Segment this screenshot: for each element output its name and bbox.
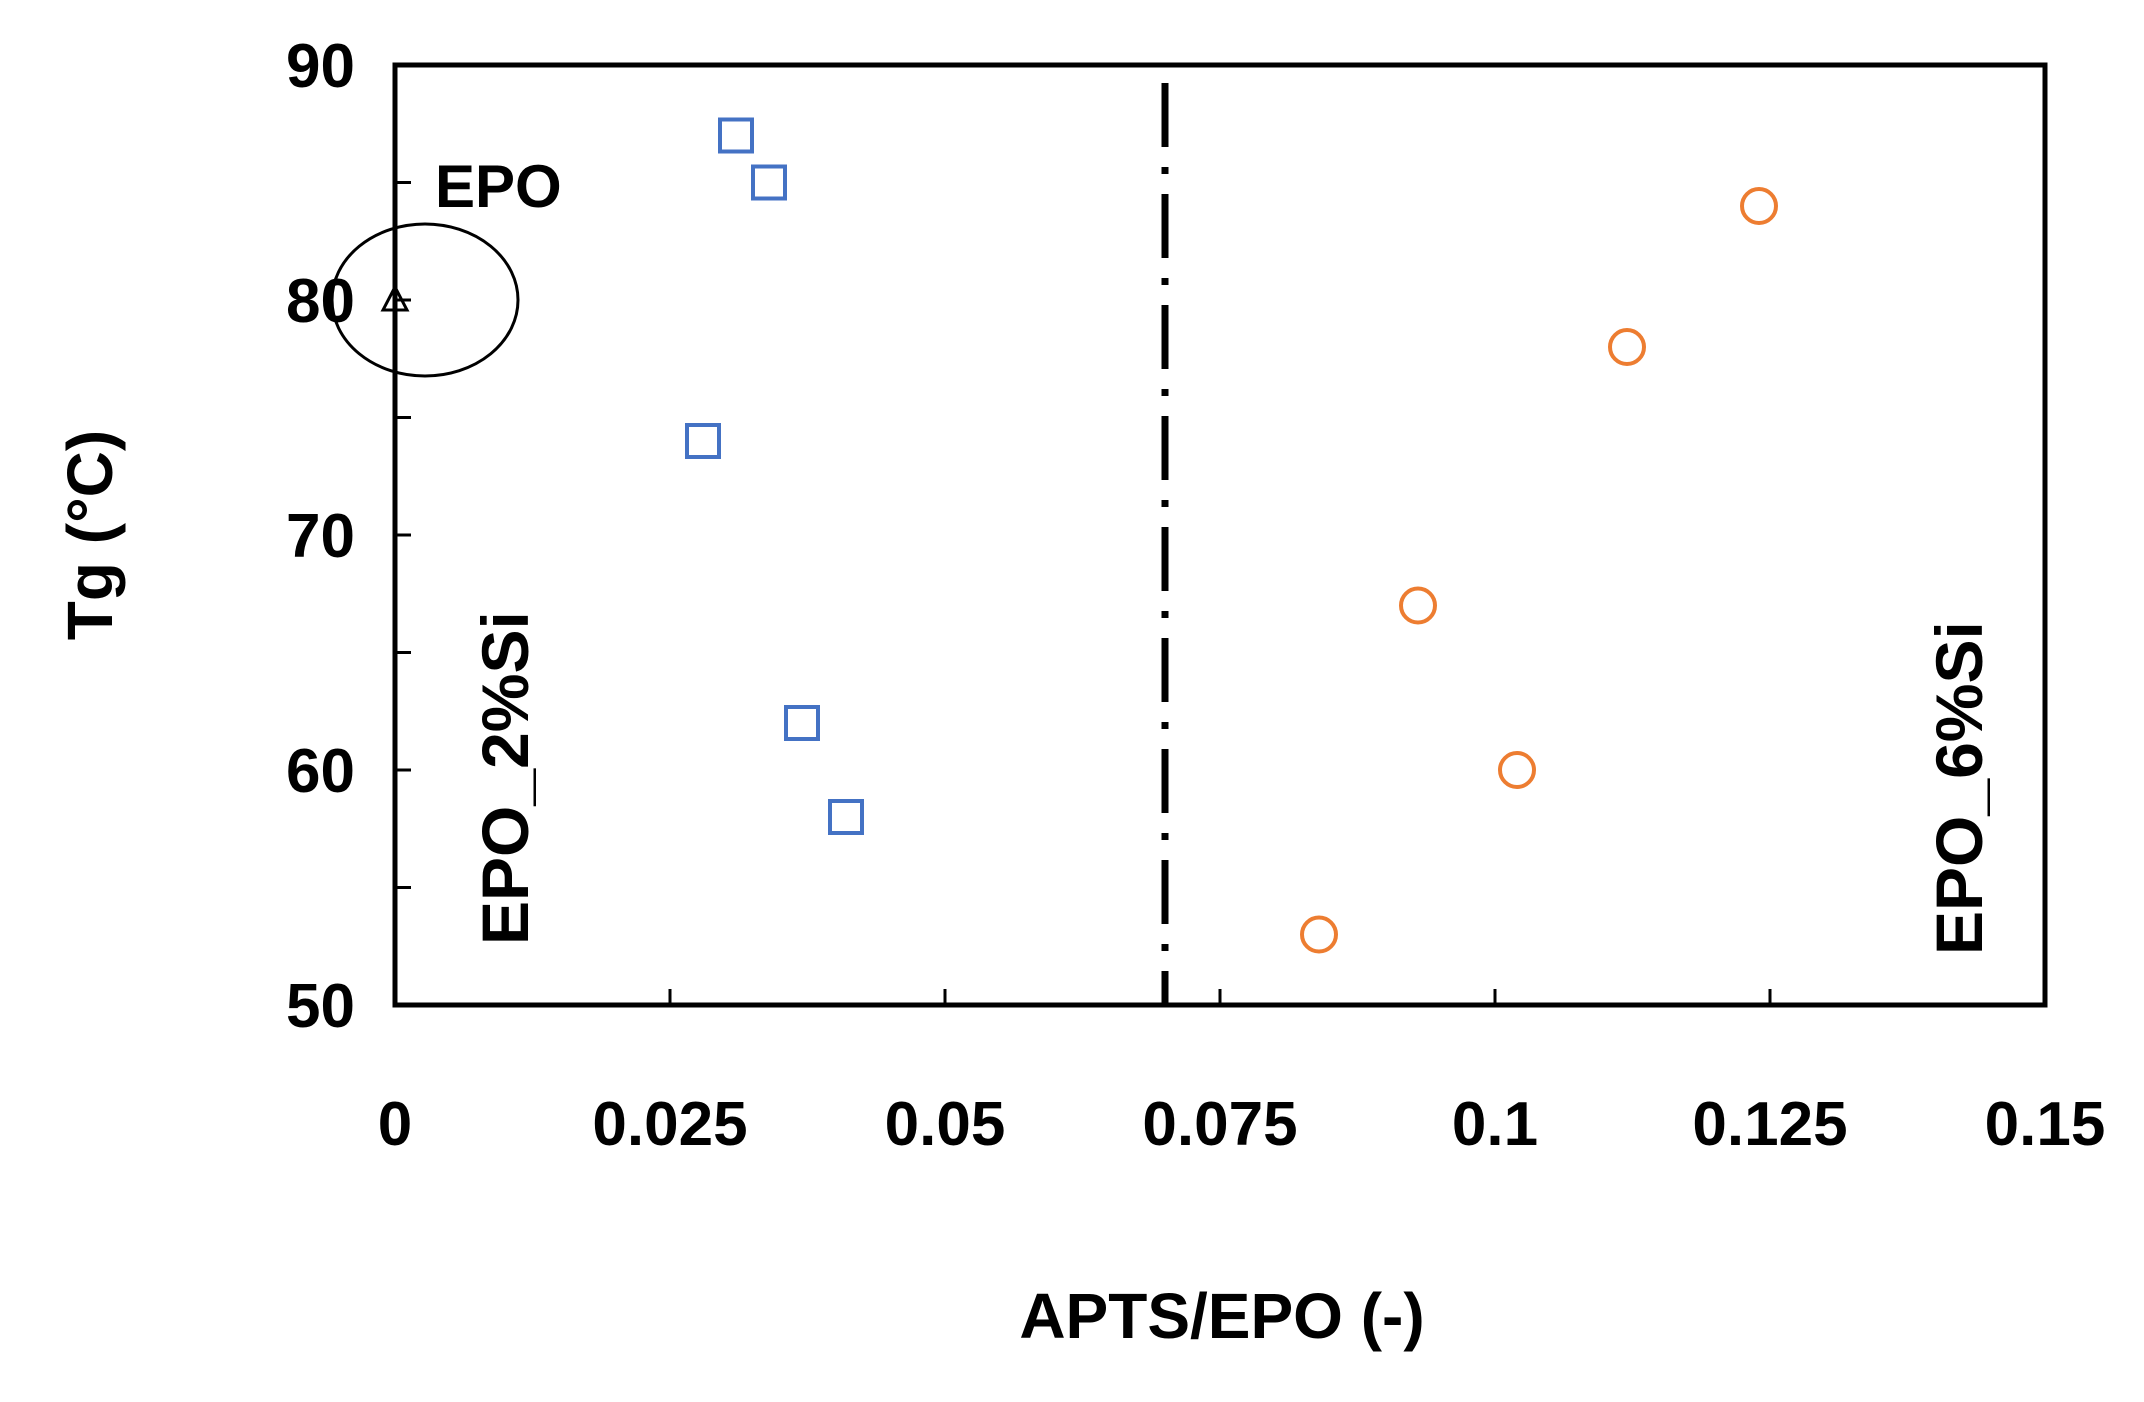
tick-labels: 0 0.025 0.05 0.075 0.1 0.125 0.15 50 60 70 80 90 [286,32,2105,1159]
epo-highlight-ellipse [330,222,520,378]
data-point-epo-6-si [1740,187,1778,225]
x-tick-label: 0.1 [1452,1090,1538,1159]
data-point-epo-2-si [828,799,864,835]
data-point-epo-2-si [718,117,754,154]
y-axis-title: Tg (°C) [54,430,126,640]
data-point-epo-2-si [784,705,820,741]
y-tick-label: 70 [286,502,355,571]
y-tick-label: 60 [286,737,355,806]
x-tick-label: 0.125 [1692,1090,1847,1159]
data-point-epo-6-si [1498,751,1536,789]
x-tick-label: 0.025 [592,1090,747,1159]
x-tick-label: 0.15 [1985,1090,2106,1159]
x-tick-label: 0.075 [1142,1090,1297,1159]
left-region-label: EPO_2%Si [468,611,542,945]
data-markers [380,117,1778,954]
data-point-epo-2-si [685,423,721,459]
right-region-label: EPO_6%Si [1922,621,1996,955]
x-tick-label: 0 [378,1090,412,1159]
data-point-epo-6-si [1300,915,1338,954]
data-point-epo-2-si [751,164,787,201]
y-tick-label: 80 [286,267,355,336]
axis-ticks [393,63,2047,1007]
data-point-epo-6-si [1608,328,1646,366]
plot-frame [392,62,2048,1008]
y-tick-label: 90 [286,32,355,101]
y-tick-label: 50 [286,972,355,1041]
data-point-epo-6-si [1399,586,1437,625]
data-point-epo [380,283,410,312]
epo-annotation: EPO [435,153,562,220]
x-tick-label: 0.05 [885,1090,1006,1159]
x-axis-title: APTS/EPO (-) [1019,1280,1424,1352]
